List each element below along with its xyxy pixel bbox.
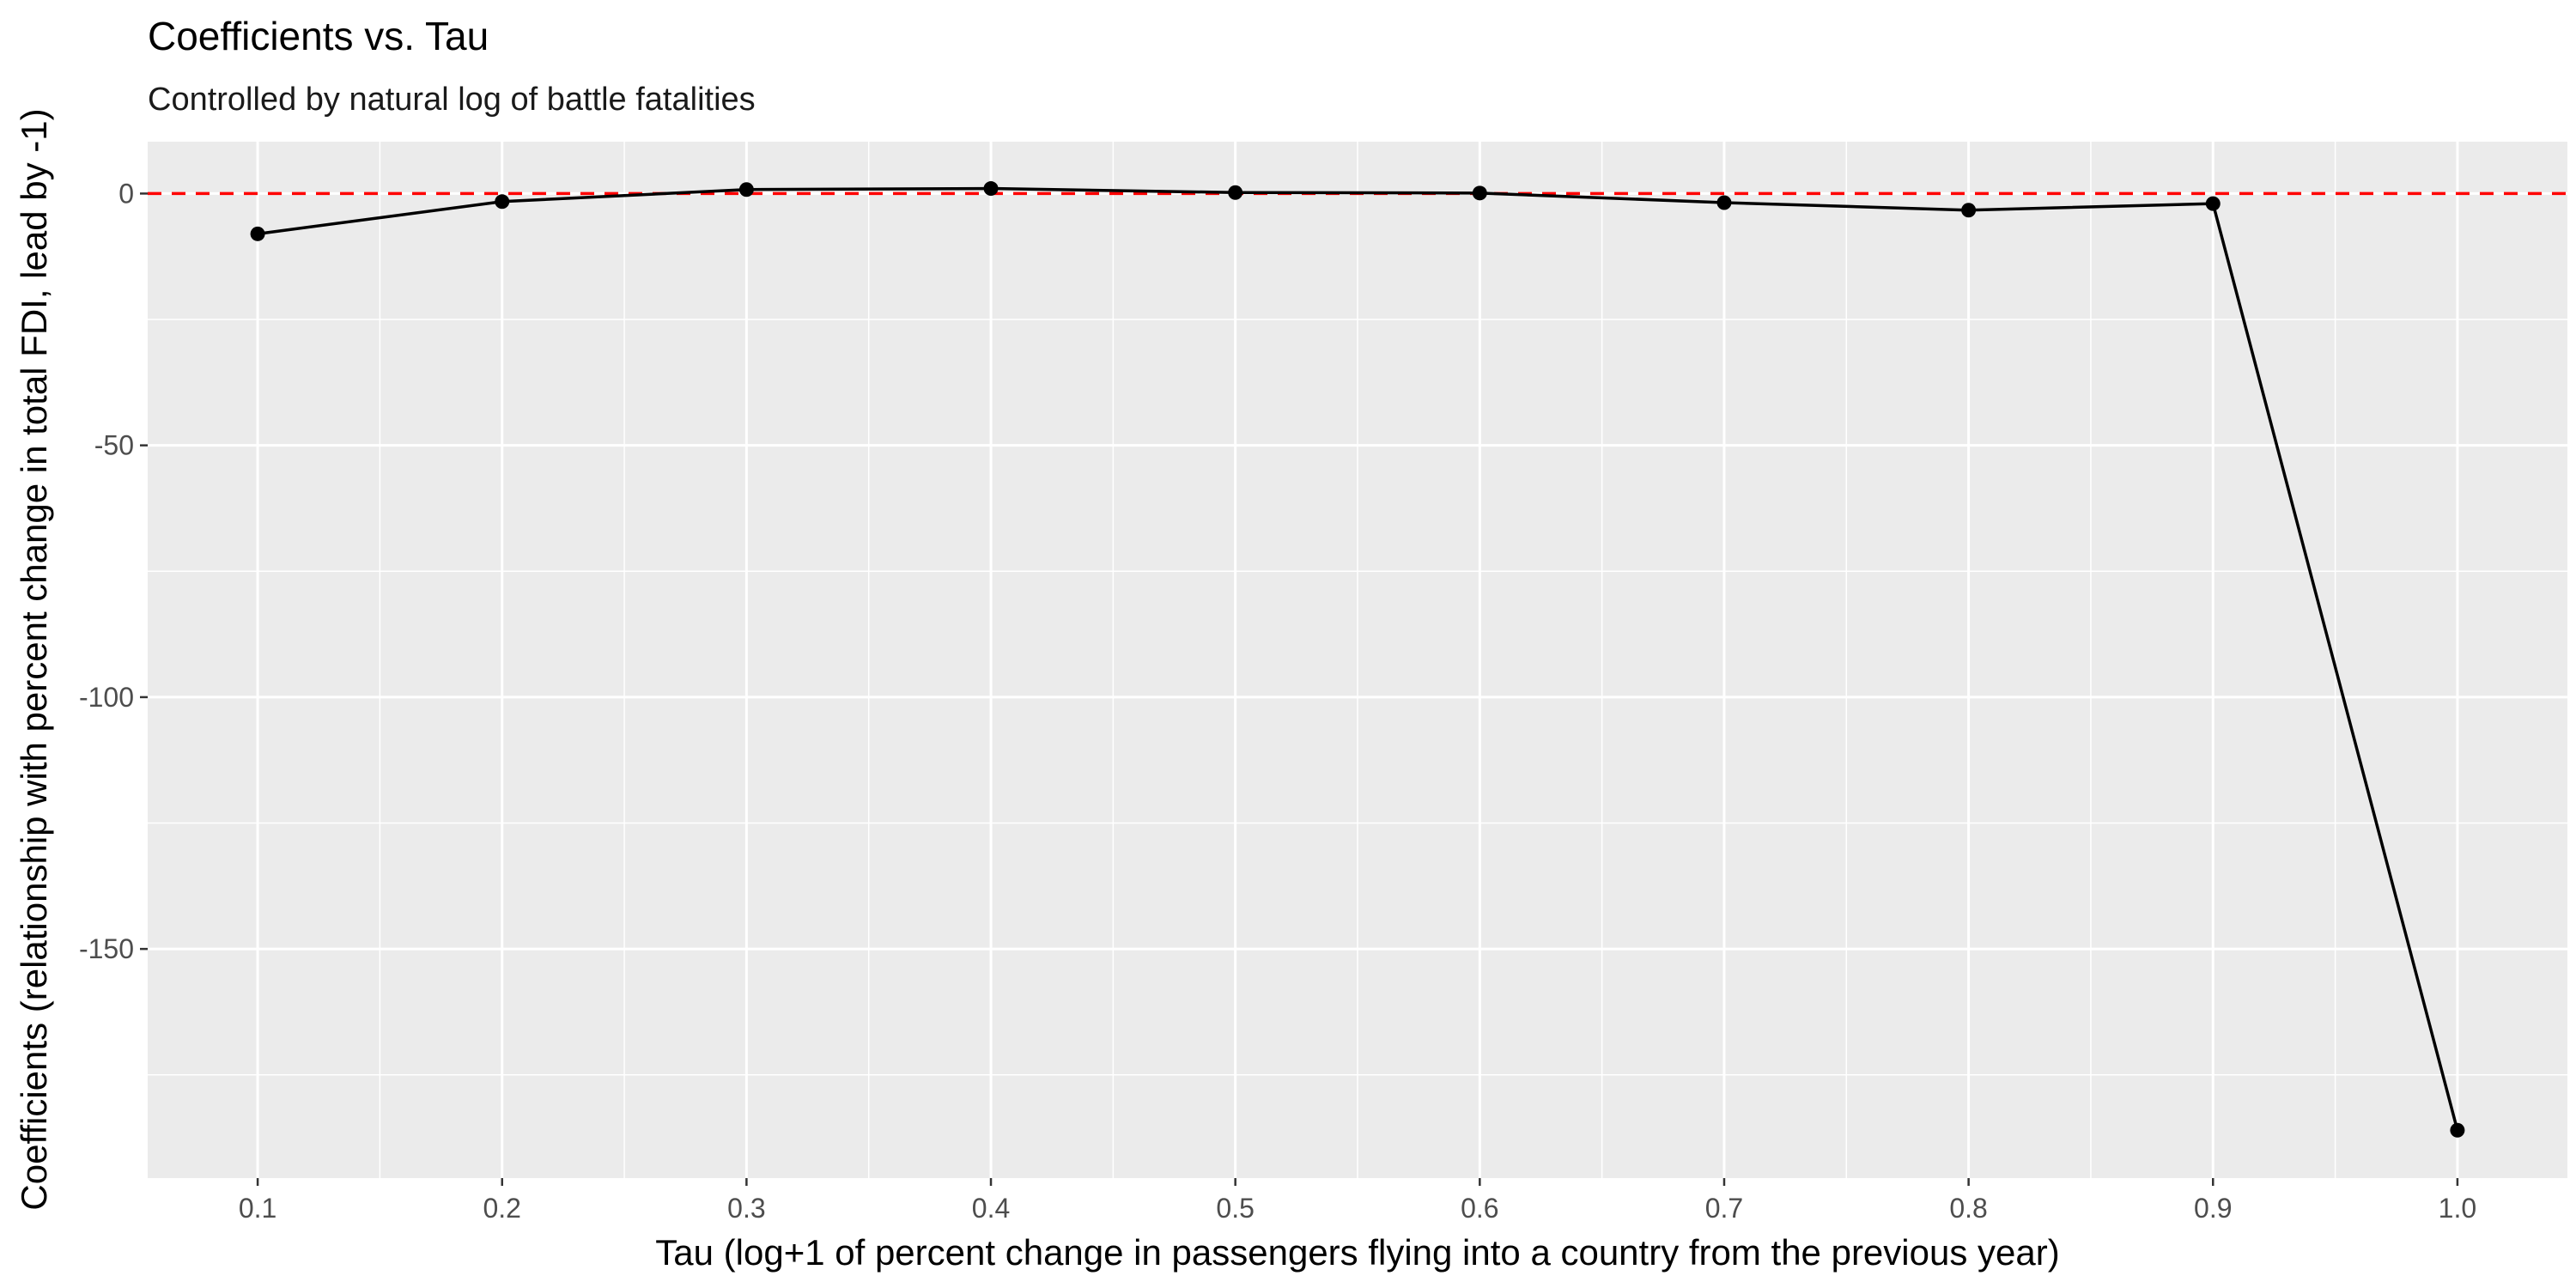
y-tick-label: -150 <box>79 933 134 964</box>
data-point <box>983 181 999 197</box>
data-point <box>738 182 754 197</box>
x-tick-label: 0.4 <box>972 1193 1010 1224</box>
y-axis: 0 -50 -100 -150 <box>79 178 148 964</box>
series-line <box>257 186 2459 1131</box>
x-tick-label: 0.8 <box>1949 1193 1987 1224</box>
data-point <box>1472 185 1487 201</box>
y-tick-label: 0 <box>118 178 134 209</box>
x-tick-label: 0.6 <box>1461 1193 1498 1224</box>
y-tick-label: -50 <box>94 430 134 461</box>
x-tick-label: 0.2 <box>483 1193 520 1224</box>
data-point <box>1961 203 1977 218</box>
data-point <box>250 226 265 241</box>
data-point <box>495 194 510 210</box>
x-axis-title: Tau (log+1 of percent change in passenge… <box>655 1232 2059 1273</box>
x-tick-label: 1.0 <box>2439 1193 2476 1224</box>
x-tick-label: 0.7 <box>1705 1193 1743 1224</box>
data-point <box>2205 196 2221 211</box>
data-point <box>1228 185 1243 200</box>
x-axis: 0.1 0.2 0.3 0.4 0.5 0.6 0.7 0.8 0.9 1.0 <box>239 1178 2476 1224</box>
chart-title: Coefficients vs. Tau <box>148 14 489 58</box>
grid-minor <box>148 142 2567 1178</box>
x-tick-label: 0.1 <box>239 1193 276 1224</box>
data-point <box>1716 195 1732 210</box>
y-axis-title: Coefficients (relationship with percent … <box>14 108 54 1210</box>
data-points <box>250 181 2465 1138</box>
x-tick-label: 0.3 <box>727 1193 765 1224</box>
x-tick-label: 0.9 <box>2194 1193 2232 1224</box>
data-point <box>2450 1122 2465 1138</box>
chart-subtitle: Controlled by natural log of battle fata… <box>148 82 756 118</box>
x-tick-label: 0.5 <box>1216 1193 1254 1224</box>
y-tick-label: -100 <box>79 682 134 713</box>
